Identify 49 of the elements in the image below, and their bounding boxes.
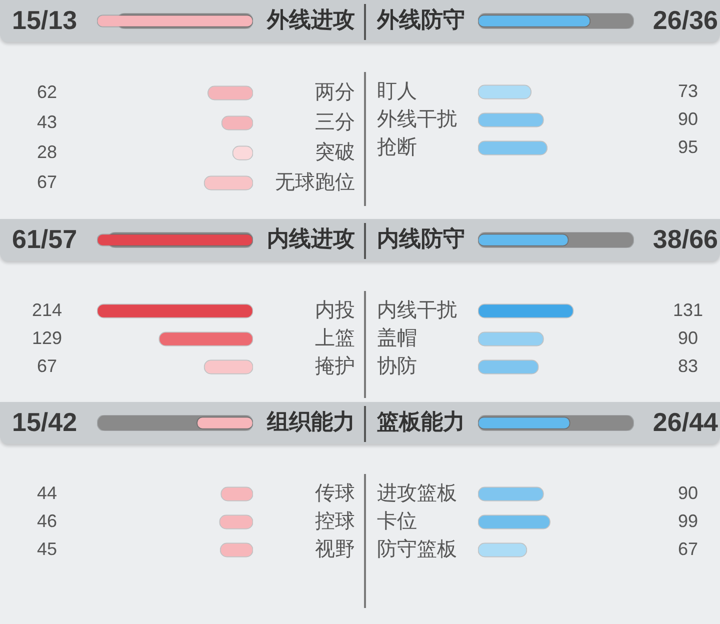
data-label: 99	[678, 510, 698, 531]
y-tick-label: 内线进攻	[267, 226, 355, 252]
y-tick-label: 进攻篮板	[377, 482, 457, 505]
data-label: 44	[36, 482, 58, 503]
data-label: 46	[36, 510, 58, 531]
data-label: 90	[678, 328, 698, 348]
data-label: 67	[36, 356, 58, 376]
y-tick-label: 协防	[377, 356, 417, 378]
text: 61/57	[12, 224, 78, 254]
text: 26/36	[652, 5, 718, 36]
y-tick-label: 卡位	[377, 510, 417, 533]
data-label: 214	[32, 300, 62, 320]
y-tick-label: 防守篮板	[377, 538, 457, 561]
data-label: 131	[672, 300, 704, 320]
y-tick-label: 内线干扰	[377, 300, 457, 322]
data-label: 129	[32, 328, 62, 348]
data-label: 83	[678, 356, 698, 376]
y-tick-label: 外线干扰	[377, 108, 457, 131]
y-tick-label: 无球跑位	[275, 172, 355, 194]
y-tick-label: 掩护	[315, 356, 355, 378]
data-label: 67	[678, 538, 698, 559]
y-tick-label: 传球	[315, 482, 355, 505]
y-tick-label: 上篮	[315, 328, 355, 350]
y-tick-label: 控球	[315, 510, 355, 533]
text: 38/66	[652, 224, 718, 254]
y-tick-label: 外线进攻	[266, 7, 355, 32]
y-tick-label: 突破	[315, 142, 355, 164]
data-label: 28	[36, 142, 58, 162]
y-tick-label: 抢断	[377, 136, 417, 159]
y-tick-label: 盯人	[377, 80, 417, 103]
y-tick-label: 篮板能力	[376, 409, 465, 434]
y-tick-label: 两分	[315, 82, 355, 104]
data-label: 73	[678, 80, 698, 101]
text: 15/42	[12, 407, 78, 438]
y-tick-label: 视野	[315, 538, 355, 561]
data-label: 90	[678, 108, 698, 129]
y-tick-label: 三分	[315, 112, 355, 134]
text: 15/13	[12, 5, 78, 36]
y-tick-label: 内线防守	[377, 226, 465, 252]
y-tick-label: 盖帽	[377, 326, 417, 350]
data-label: 90	[678, 482, 698, 503]
text: 26/44	[652, 407, 719, 438]
data-label: 62	[36, 82, 58, 102]
data-label: 45	[36, 538, 58, 559]
data-label: 67	[36, 172, 58, 192]
y-tick-label: 组织能力	[266, 409, 355, 434]
y-tick-label: 内投	[315, 300, 355, 322]
data-label: 43	[36, 112, 58, 132]
data-label: 95	[678, 136, 698, 157]
